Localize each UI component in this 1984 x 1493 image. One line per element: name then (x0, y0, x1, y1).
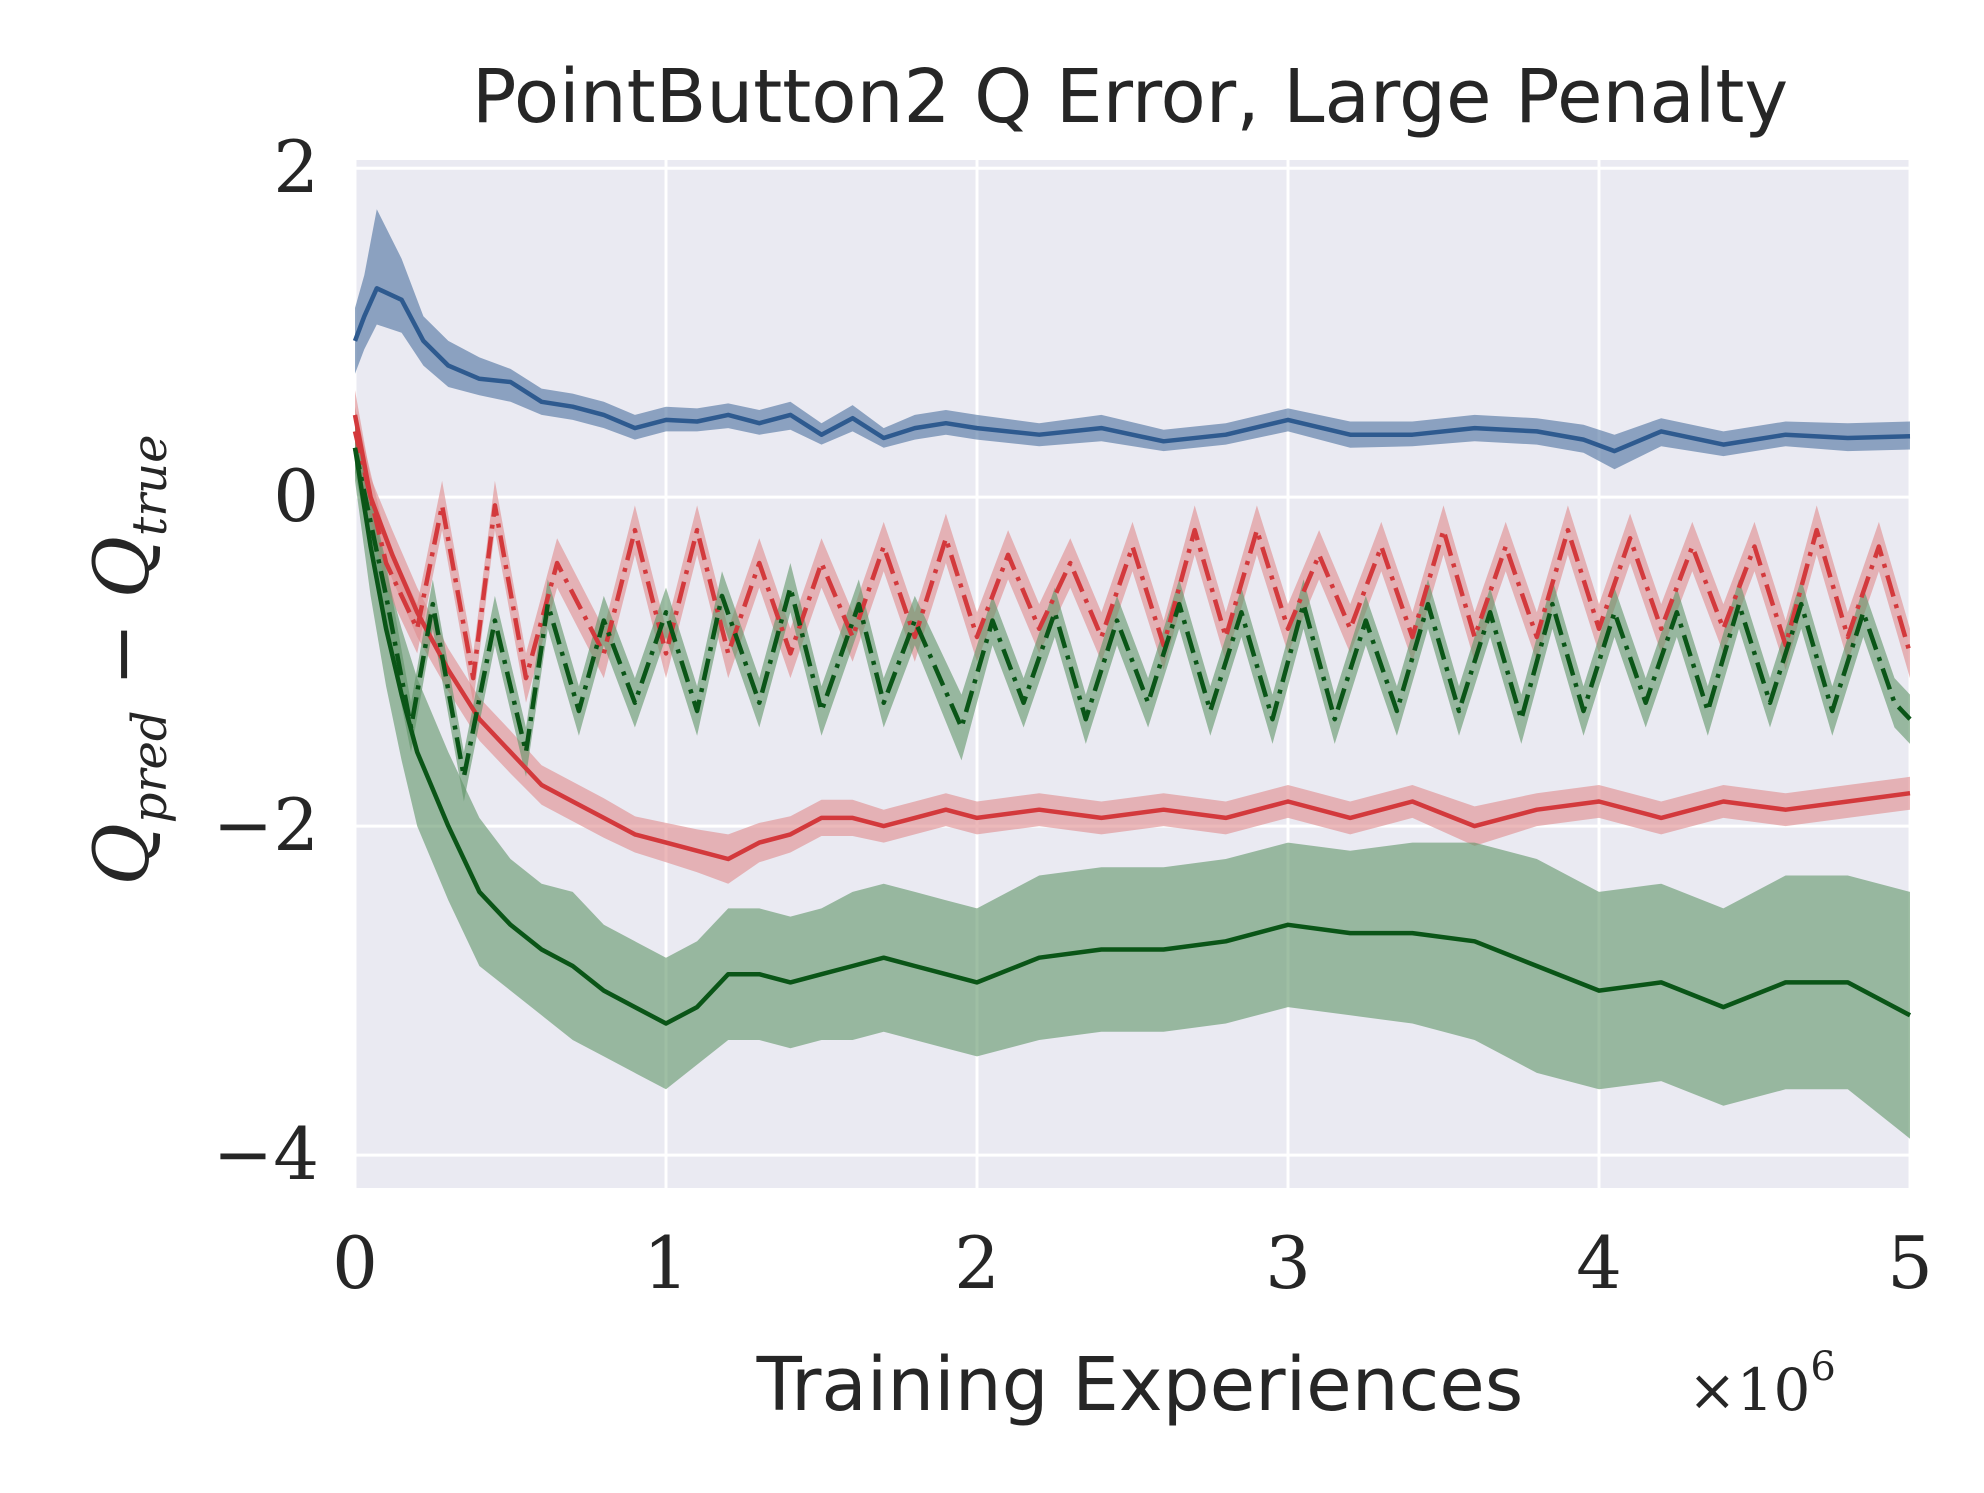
y-label-q-pred: Q (77, 823, 166, 885)
blue-solid-line (352, 286, 1911, 454)
tick-labels: 0 1 2 3 4 5 −4 −2 0 2 (213, 125, 1933, 1305)
x-multiplier-base: ×10 (1688, 1356, 1810, 1424)
x-tick-label: 4 (1576, 1221, 1622, 1305)
x-tick-label: 3 (1265, 1221, 1311, 1305)
blue-solid-band (355, 209, 1910, 470)
series-lines (352, 286, 1913, 1026)
green-solid-line (352, 447, 1912, 1026)
x-multiplier-exponent: 6 (1810, 1344, 1835, 1390)
y-axis-label: Qpred − Qtrue (77, 435, 178, 886)
x-tick-label: 5 (1887, 1221, 1933, 1305)
red-dashdot-line (352, 430, 1913, 681)
x-tick-label: 0 (332, 1221, 378, 1305)
y-tick-label: −4 (213, 1112, 319, 1196)
green-dashdot-band (355, 423, 1910, 802)
y-tick-label: −2 (213, 783, 319, 867)
red-dashdot-band (355, 406, 1910, 703)
x-tick-label: 2 (954, 1221, 1000, 1305)
y-label-sub-true: true (122, 435, 178, 537)
x-axis-label: Training Experiences (756, 1342, 1524, 1428)
green-dashdot-line (352, 447, 1912, 780)
y-tick-label: 0 (273, 454, 319, 538)
y-label-sub-pred: pred (122, 710, 178, 823)
y-label-q-true: Q (77, 536, 166, 598)
y-label-minus: − (77, 598, 166, 710)
x-axis-multiplier: ×106 (1688, 1344, 1836, 1424)
y-tick-label: 2 (273, 125, 319, 209)
red-solid-line (352, 414, 1911, 862)
x-tick-label: 1 (643, 1221, 689, 1305)
chart-title: PointButton2 Q Error, Large Penalty (472, 54, 1788, 140)
